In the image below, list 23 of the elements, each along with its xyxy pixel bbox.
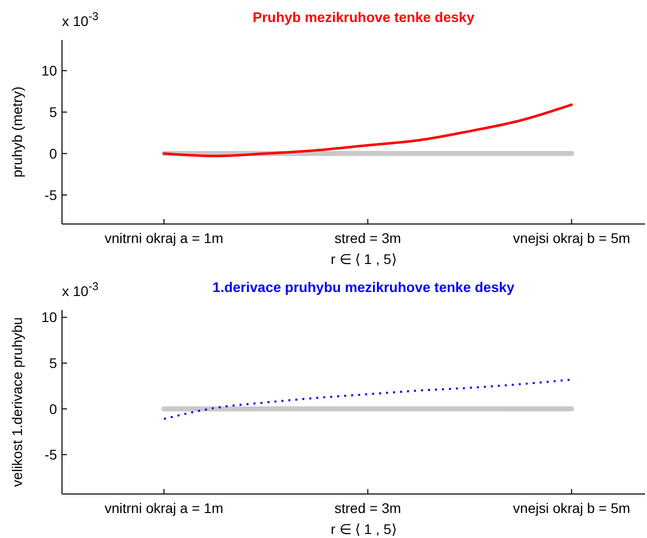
- x-tick-label: vnejsi okraj b = 5m: [513, 230, 630, 246]
- y-axis-title: pruhyb (metry): [9, 86, 25, 178]
- y-tick-label: 5: [49, 354, 58, 371]
- chart-title: Pruhyb mezikruhove tenke desky: [252, 9, 475, 25]
- x-axis-title: r ∈ ⟨ 1 , 5⟩: [330, 521, 396, 537]
- x-tick-label: vnitrni okraj a = 1m: [104, 500, 224, 516]
- y-tick-label: 10: [41, 309, 58, 326]
- y-tick-label: -5: [44, 186, 58, 203]
- x-tick-label: vnitrni okraj a = 1m: [104, 230, 224, 246]
- chart-title: 1.derivace pruhybu mezikruhove tenke desky: [212, 279, 515, 295]
- text: x 10$^{-3}$: [62, 281, 98, 299]
- y-tick-label: -5: [44, 446, 58, 463]
- x-tick-label: stred = 3m: [334, 500, 402, 516]
- x-axis-title: r ∈ ⟨ 1 , 5⟩: [330, 251, 396, 267]
- x-tick-label: stred = 3m: [334, 230, 402, 246]
- y-tick-label: 10: [41, 62, 58, 79]
- y-tick-label: 0: [49, 400, 58, 417]
- y-tick-label: 5: [49, 104, 58, 120]
- x-tick-label: vnejsi okraj b = 5m: [513, 500, 630, 516]
- line-series: [162, 103, 573, 158]
- y-axis-title: velikost 1.derivace pruhybu: [9, 317, 25, 487]
- y-tick-label: 0: [49, 145, 58, 162]
- text: x 10$^{-3}$: [62, 11, 98, 29]
